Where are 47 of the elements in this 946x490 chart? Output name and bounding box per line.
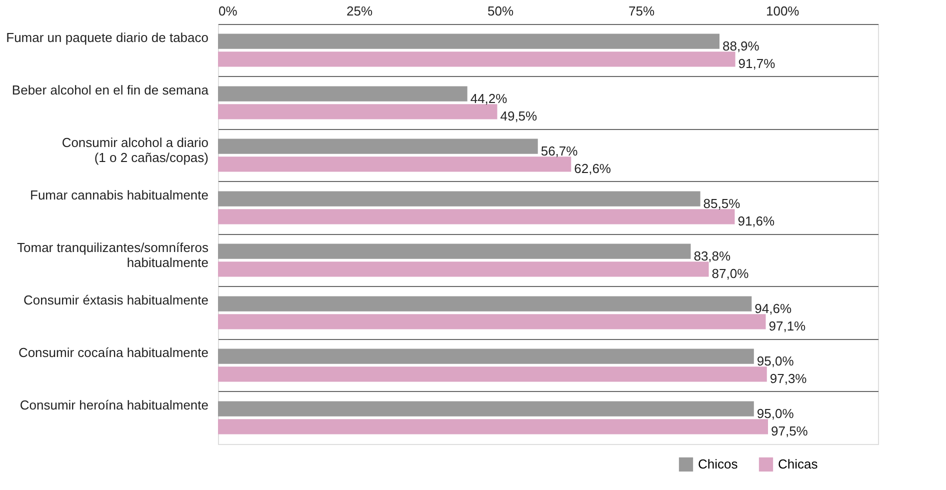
bar	[218, 86, 468, 102]
x-tick-label: 0%	[218, 4, 238, 18]
y-tick-label: Consumir cocaína habitualmente	[18, 345, 208, 360]
data-label: 95,0%	[756, 353, 794, 368]
legend-label: Chicos	[698, 456, 738, 472]
x-tick-label: 25%	[346, 4, 373, 18]
data-label: 91,6%	[738, 214, 776, 229]
data-label: 83,8%	[694, 248, 732, 264]
bar	[218, 52, 736, 67]
x-tick-label: 75%	[628, 4, 656, 18]
bar	[218, 156, 572, 172]
bar	[218, 314, 766, 330]
data-label: 49,5%	[500, 108, 538, 124]
y-tick-label: Fumar cannabis habitualmente	[30, 188, 208, 202]
bar	[218, 34, 720, 49]
bar	[218, 209, 735, 224]
data-label: 97,3%	[770, 371, 808, 386]
bar	[218, 104, 498, 120]
data-label: 97,1%	[768, 318, 806, 334]
bar	[218, 138, 538, 154]
data-label: 88,9%	[722, 38, 760, 54]
x-tick-label: 50%	[488, 4, 514, 18]
y-tick-label: Tomar tranquilizantes/somníferos habitualmente	[17, 240, 209, 270]
y-tick-label: Fumar un paquete diario de tabaco	[6, 30, 208, 45]
bar	[218, 191, 700, 206]
bar	[218, 401, 754, 416]
y-tick-label: Consumir alcohol a diario (1 o 2 cañas/copas)	[62, 135, 208, 165]
data-label: 85,5%	[703, 196, 741, 211]
y-tick-label: Consumir éxtasis habitualmente	[24, 292, 208, 308]
data-label: 44,2%	[470, 90, 508, 106]
bar	[218, 244, 691, 259]
data-label: 97,5%	[771, 424, 808, 439]
data-label: 91,7%	[738, 56, 776, 72]
data-label: 62,6%	[574, 161, 612, 176]
data-label: 94,6%	[754, 300, 792, 316]
y-tick-label: Beber alcohol en el fin de semana	[12, 82, 210, 98]
legend-label: Chicas	[778, 456, 818, 472]
bar	[218, 419, 768, 434]
bar	[218, 296, 752, 312]
data-label: 95,0%	[756, 406, 794, 421]
bar	[218, 262, 709, 277]
bar	[218, 348, 754, 364]
data-label: 56,7%	[540, 143, 578, 158]
bar	[218, 366, 767, 382]
y-tick-label: Consumir heroína habitualmente	[20, 398, 208, 412]
x-tick-label: 100%	[766, 4, 800, 18]
data-label: 87,0%	[712, 266, 750, 282]
